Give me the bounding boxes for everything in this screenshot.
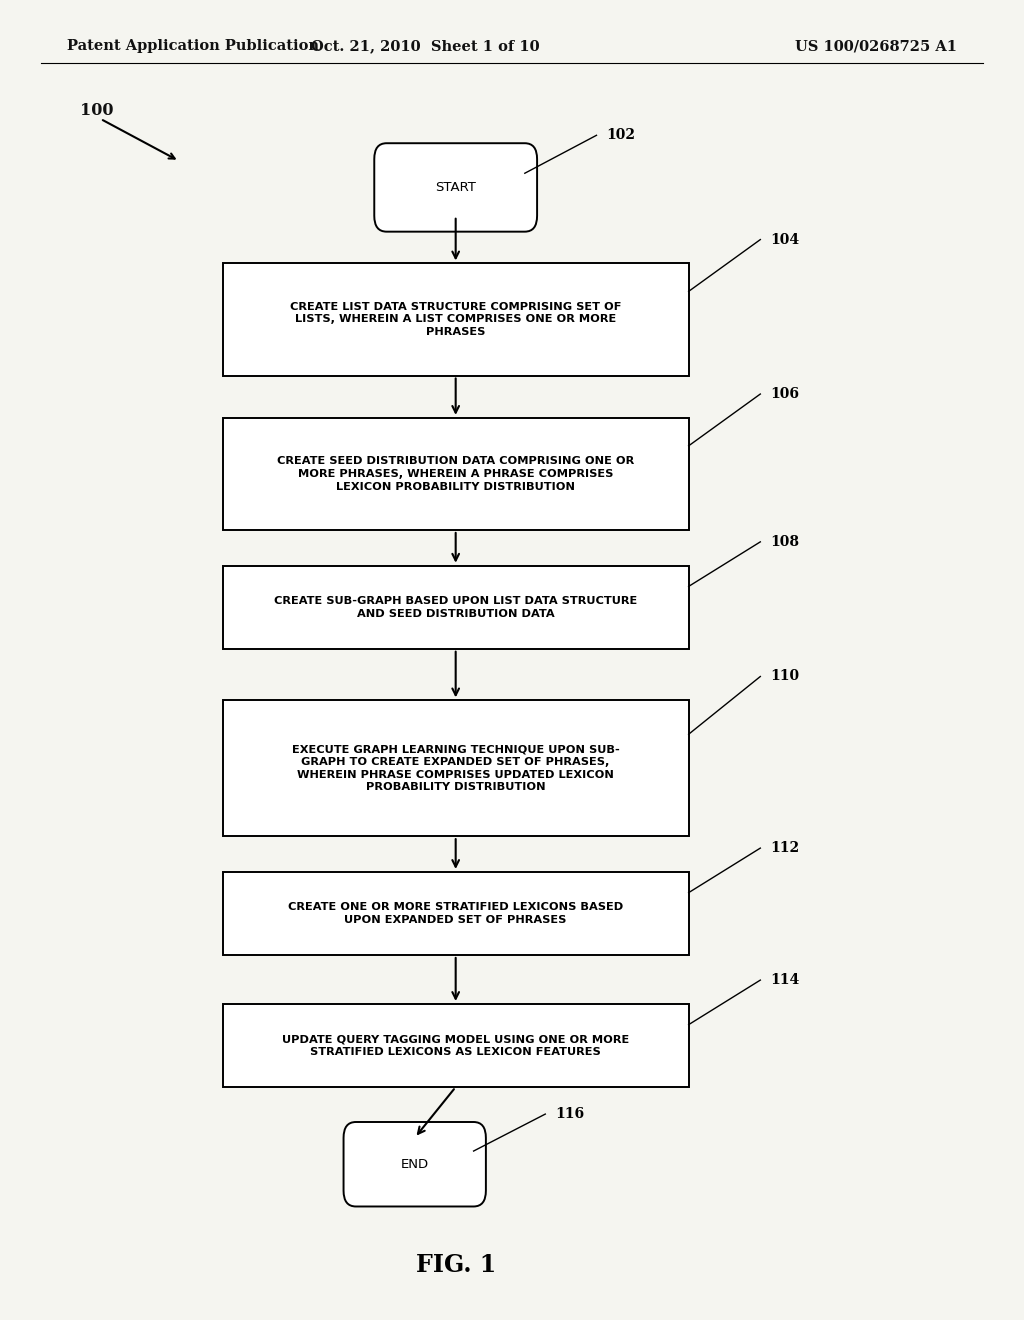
Text: US 100/0268725 A1: US 100/0268725 A1 [796, 40, 957, 53]
Text: 106: 106 [770, 387, 800, 401]
Bar [223, 565, 688, 648]
Bar [223, 417, 688, 529]
Text: 100: 100 [80, 103, 114, 119]
FancyBboxPatch shape [375, 144, 537, 232]
Text: CREATE SEED DISTRIBUTION DATA COMPRISING ONE OR
MORE PHRASES, WHEREIN A PHRASE C: CREATE SEED DISTRIBUTION DATA COMPRISING… [278, 457, 634, 491]
Text: Patent Application Publication: Patent Application Publication [67, 40, 318, 53]
Text: 114: 114 [770, 973, 800, 987]
Bar [223, 1003, 688, 1088]
Text: 112: 112 [770, 841, 800, 855]
FancyBboxPatch shape [344, 1122, 486, 1206]
Text: Oct. 21, 2010  Sheet 1 of 10: Oct. 21, 2010 Sheet 1 of 10 [310, 40, 540, 53]
Text: UPDATE QUERY TAGGING MODEL USING ONE OR MORE
STRATIFIED LEXICONS AS LEXICON FEAT: UPDATE QUERY TAGGING MODEL USING ONE OR … [282, 1034, 630, 1057]
Bar [223, 873, 688, 956]
Text: 108: 108 [770, 535, 800, 549]
Text: EXECUTE GRAPH LEARNING TECHNIQUE UPON SUB-
GRAPH TO CREATE EXPANDED SET OF PHRAS: EXECUTE GRAPH LEARNING TECHNIQUE UPON SU… [292, 744, 620, 792]
Bar [223, 263, 688, 375]
Text: FIG. 1: FIG. 1 [416, 1253, 496, 1276]
Text: 116: 116 [555, 1107, 585, 1121]
Text: 102: 102 [606, 128, 636, 143]
Bar [223, 700, 688, 837]
Text: END: END [400, 1158, 429, 1171]
Text: CREATE LIST DATA STRUCTURE COMPRISING SET OF
LISTS, WHEREIN A LIST COMPRISES ONE: CREATE LIST DATA STRUCTURE COMPRISING SE… [290, 302, 622, 337]
Text: START: START [435, 181, 476, 194]
Text: CREATE ONE OR MORE STRATIFIED LEXICONS BASED
UPON EXPANDED SET OF PHRASES: CREATE ONE OR MORE STRATIFIED LEXICONS B… [288, 902, 624, 925]
Text: 104: 104 [770, 232, 800, 247]
Text: 110: 110 [770, 669, 800, 684]
Text: CREATE SUB-GRAPH BASED UPON LIST DATA STRUCTURE
AND SEED DISTRIBUTION DATA: CREATE SUB-GRAPH BASED UPON LIST DATA ST… [274, 595, 637, 619]
